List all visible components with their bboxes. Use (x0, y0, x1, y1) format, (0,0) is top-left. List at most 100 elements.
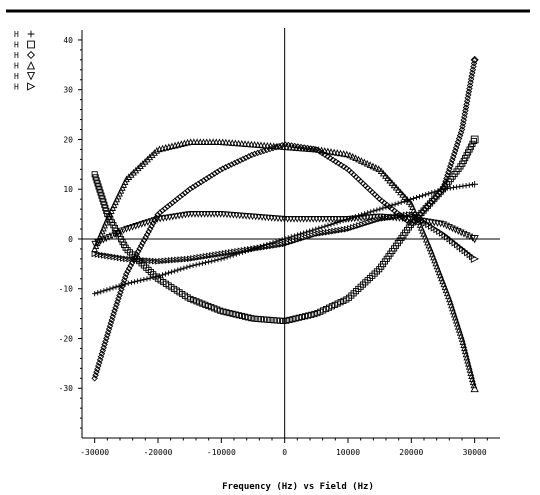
data-point (141, 277, 147, 283)
data-point (242, 154, 250, 161)
data-point (287, 238, 295, 246)
data-point (260, 147, 268, 155)
data-point (368, 218, 376, 225)
data-point (232, 311, 239, 318)
data-point (120, 255, 127, 262)
data-point (460, 116, 467, 124)
data-point (297, 216, 304, 223)
data-point (236, 157, 244, 164)
data-point (306, 216, 314, 223)
data-point (289, 143, 297, 151)
data-point (464, 94, 471, 102)
data-point (199, 253, 207, 261)
data-point (329, 156, 337, 164)
data-point (466, 182, 472, 188)
data-point (466, 82, 474, 89)
data-point (132, 223, 140, 230)
data-point (205, 173, 213, 181)
data-point (128, 279, 135, 286)
data-point (165, 270, 172, 276)
data-point (192, 182, 199, 189)
data-point (375, 165, 383, 172)
data-point (159, 207, 166, 214)
data-point (460, 183, 466, 189)
data-point (207, 211, 215, 218)
data-point (193, 254, 201, 262)
data-point (123, 255, 130, 263)
legend-label: H (14, 30, 19, 39)
data-point (148, 257, 156, 265)
data-point (343, 150, 351, 158)
y-tick-label: 20 (63, 135, 73, 144)
data-point (462, 107, 469, 114)
data-point (129, 256, 137, 263)
data-point (160, 215, 167, 222)
data-point (463, 97, 471, 105)
data-point (313, 216, 320, 223)
y-tick-label: -30 (59, 384, 74, 393)
data-point (356, 222, 363, 229)
data-point (145, 257, 153, 264)
data-point (95, 290, 101, 296)
data-point (178, 266, 184, 272)
data-point (402, 211, 410, 219)
data-point (202, 253, 210, 260)
data-point (243, 246, 251, 254)
data-point (231, 159, 238, 167)
data-point (222, 138, 230, 146)
data-point (334, 227, 342, 234)
data-point (186, 185, 194, 193)
data-point (346, 151, 354, 159)
data-point (286, 143, 293, 151)
data-point (341, 216, 349, 223)
data-point (138, 221, 146, 228)
data-point (318, 146, 325, 154)
data-point (208, 172, 216, 179)
data-point (147, 218, 155, 225)
data-point (210, 211, 218, 218)
legend-label: H (14, 62, 19, 71)
data-point (361, 214, 368, 222)
data-point (343, 225, 351, 233)
data-point (150, 217, 158, 224)
data-point (308, 145, 316, 153)
series-triangle-up (91, 138, 479, 393)
data-point (184, 264, 190, 270)
data-point (366, 161, 374, 168)
data-point (253, 245, 261, 252)
data-point (212, 257, 218, 264)
data-point (183, 255, 191, 263)
data-point (337, 161, 345, 169)
data-point (379, 169, 387, 177)
data-point (257, 148, 265, 156)
data-point (316, 216, 323, 223)
data-point (325, 216, 333, 223)
data-point (283, 317, 290, 324)
data-point (386, 176, 394, 184)
data-point (108, 232, 116, 240)
data-point (463, 182, 469, 189)
data-point (283, 143, 290, 151)
data-point (241, 140, 249, 147)
x-tick-label: 0 (282, 448, 287, 457)
data-marks (91, 55, 480, 393)
data-point (365, 219, 373, 226)
data-point (273, 142, 281, 150)
legend-label: H (14, 83, 19, 92)
data-point (250, 245, 257, 253)
data-point (203, 175, 210, 182)
data-point (308, 311, 315, 318)
data-point (270, 142, 278, 150)
data-point (107, 253, 115, 260)
data-point (92, 291, 98, 297)
data-point (374, 216, 382, 224)
data-point (331, 220, 337, 227)
data-point (193, 138, 201, 146)
data-point (162, 271, 169, 277)
data-point (434, 191, 442, 199)
data-point (413, 194, 420, 201)
data-point (351, 215, 359, 223)
data-point (188, 211, 196, 218)
data-point (187, 255, 194, 263)
data-point (470, 235, 479, 244)
